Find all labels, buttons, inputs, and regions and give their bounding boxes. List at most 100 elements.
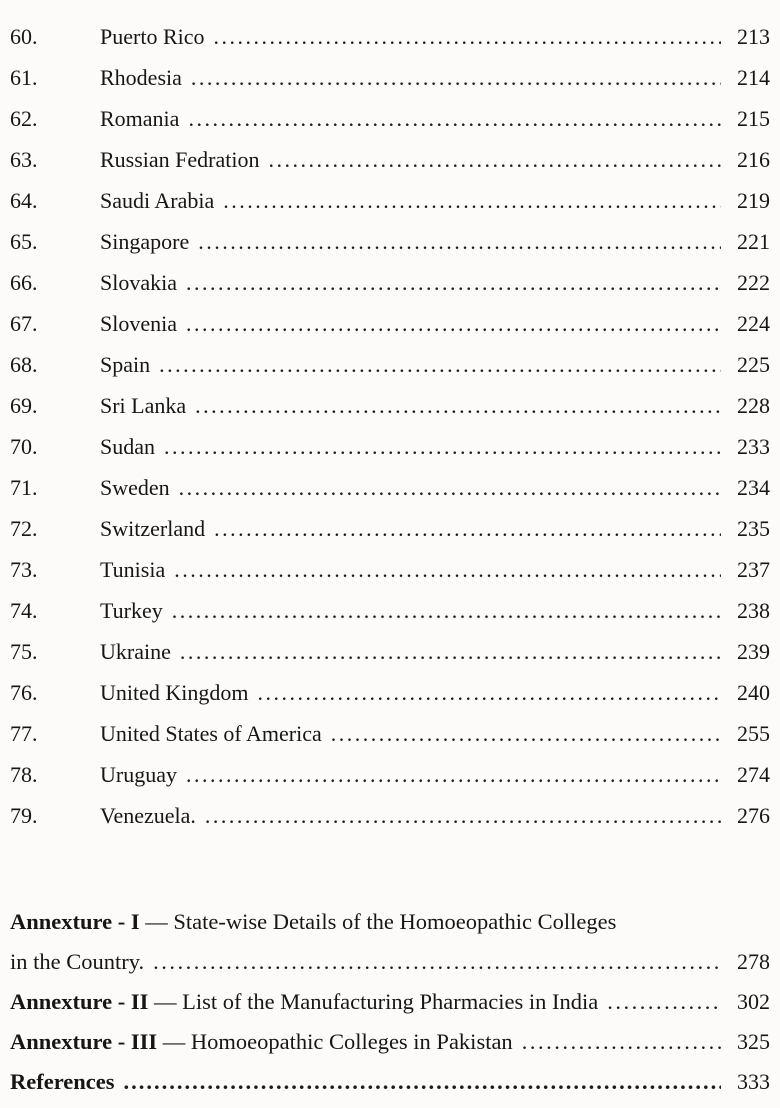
toc-entry-title: Romania <box>100 106 180 131</box>
dot-leader: ........................................… <box>153 949 721 974</box>
toc-entry-page: 237 <box>737 557 770 582</box>
toc-entry-page: 234 <box>737 475 770 500</box>
toc-entry: 76. United Kingdom .....................… <box>10 680 770 721</box>
dot-leader: ........................................… <box>214 516 721 541</box>
toc-entry-number: 65. <box>10 229 38 254</box>
toc-entry: 70. Sudan ..............................… <box>10 434 770 475</box>
annexure-2-title: — List of the Manufacturing Pharmacies i… <box>153 989 599 1014</box>
toc-entry: 75. Ukraine ............................… <box>10 639 770 680</box>
toc-entry-number: 72. <box>10 516 38 541</box>
toc-entry: 63. Russian Fedration ..................… <box>10 147 770 188</box>
toc-entry-title: Switzerland <box>100 516 206 541</box>
dot-leader: ........................................… <box>159 352 721 377</box>
toc-entry-number: 74. <box>10 598 38 623</box>
annexure-1-label: Annexture - I <box>10 909 140 934</box>
toc-entry-number: 70. <box>10 434 38 459</box>
toc-entry: 62. Romania ............................… <box>10 106 770 147</box>
dot-leader: ........................................… <box>190 65 721 90</box>
annexure-2-page: 302 <box>737 989 770 1014</box>
toc-entry-page: 240 <box>737 680 770 705</box>
dot-leader: ........................................… <box>186 270 721 295</box>
toc-entry-page: 215 <box>737 106 770 131</box>
toc-entry: 64. Saudi Arabia .......................… <box>10 188 770 229</box>
toc-entry-title: Rhodesia <box>100 65 182 90</box>
dot-leader: ........................................… <box>186 311 721 336</box>
toc-entry: 68. Spain ..............................… <box>10 352 770 393</box>
toc-entry-number: 71. <box>10 475 38 500</box>
toc-entry-number: 62. <box>10 106 38 131</box>
toc-entry-page: 225 <box>737 352 770 377</box>
annexure-3-label: Annexture - III <box>10 1029 158 1054</box>
annexure-2-line: Annexture - II — List of the Manufacturi… <box>10 982 770 1022</box>
toc-entry-title: Sri Lanka <box>100 393 187 418</box>
toc-entry-number: 68. <box>10 352 38 377</box>
toc-entry-page: 221 <box>737 229 770 254</box>
toc-entry-title: Sweden <box>100 475 170 500</box>
toc-entry: 60. Puerto Rico ........................… <box>10 24 770 65</box>
toc-entry-title: Sudan <box>100 434 155 459</box>
toc-entry-page: 216 <box>737 147 770 172</box>
toc-entry-title: Saudi Arabia <box>100 188 215 213</box>
dot-leader: ........................................… <box>188 106 721 131</box>
dot-leader: ........................................… <box>195 393 721 418</box>
dot-leader: ........................................… <box>268 147 722 172</box>
toc-entry: 66. Slovakia ...........................… <box>10 270 770 311</box>
toc-entry: 73. Tunisia ............................… <box>10 557 770 598</box>
toc-entry-number: 73. <box>10 557 38 582</box>
toc-entry-page: 228 <box>737 393 770 418</box>
toc-entry-number: 76. <box>10 680 38 705</box>
toc-entry-page: 255 <box>737 721 770 746</box>
dot-leader: ........................................… <box>123 1069 721 1094</box>
toc-entry-page: 274 <box>737 762 770 787</box>
annexure-section: Annexture - I — State-wise Details of th… <box>10 902 770 1102</box>
toc-entry: 72. Switzerland ........................… <box>10 516 770 557</box>
toc-entry-number: 66. <box>10 270 38 295</box>
toc-entry-title: Puerto Rico <box>100 24 205 49</box>
annexure-1-line-2: in the Country. ........................… <box>10 942 770 982</box>
toc-entry-page: 276 <box>737 803 770 828</box>
toc-entry-title: Slovenia <box>100 311 177 336</box>
dot-leader: ........................................… <box>185 762 721 787</box>
dot-leader: ........................................… <box>174 557 721 582</box>
toc-entry-page: 214 <box>737 65 770 90</box>
dot-leader: ........................................… <box>257 680 722 705</box>
dot-leader: ........................................… <box>204 803 721 828</box>
references-line: References .............................… <box>10 1062 770 1102</box>
toc-list: 60. Puerto Rico ........................… <box>10 24 770 844</box>
toc-entry-number: 60. <box>10 24 38 49</box>
toc-entry: 74. Turkey .............................… <box>10 598 770 639</box>
annexure-3-page: 325 <box>737 1029 770 1054</box>
toc-entry-page: 238 <box>737 598 770 623</box>
toc-entry-number: 78. <box>10 762 38 787</box>
toc-entry-number: 79. <box>10 803 38 828</box>
annexure-3-line: Annexture - III — Homoeopathic Colleges … <box>10 1022 770 1062</box>
toc-entry-title: Tunisia <box>100 557 166 582</box>
toc-entry-number: 75. <box>10 639 38 664</box>
toc-entry-number: 67. <box>10 311 38 336</box>
dot-leader: ........................................… <box>179 639 721 664</box>
toc-entry: 71. Sweden .............................… <box>10 475 770 516</box>
annexure-1-title-line2: in the Country. <box>10 949 145 974</box>
toc-entry-title: United Kingdom <box>100 680 249 705</box>
dot-leader: ........................................… <box>171 598 721 623</box>
toc-entry-title: United States of America <box>100 721 322 746</box>
references-label: References <box>10 1069 115 1094</box>
toc-entry-title: Spain <box>100 352 151 377</box>
dot-leader: ........................................… <box>330 721 721 746</box>
toc-entry-title: Uruguay <box>100 762 177 787</box>
toc-entry-page: 235 <box>737 516 770 541</box>
toc-entry-title: Slovakia <box>100 270 177 295</box>
toc-entry-number: 64. <box>10 188 38 213</box>
dot-leader: ........................................… <box>223 188 721 213</box>
toc-entry-number: 77. <box>10 721 38 746</box>
toc-entry: 78. Uruguay ............................… <box>10 762 770 803</box>
references-page: 333 <box>737 1069 770 1094</box>
toc-entry: 61. Rhodesia ...........................… <box>10 65 770 106</box>
toc-entry: 79. Venezuela. .........................… <box>10 803 770 844</box>
toc-entry-title: Singapore <box>100 229 190 254</box>
toc-entry-title: Ukraine <box>100 639 171 664</box>
toc-entry-page: 239 <box>737 639 770 664</box>
toc-entry-title: Venezuela. <box>100 803 196 828</box>
toc-entry-page: 224 <box>737 311 770 336</box>
